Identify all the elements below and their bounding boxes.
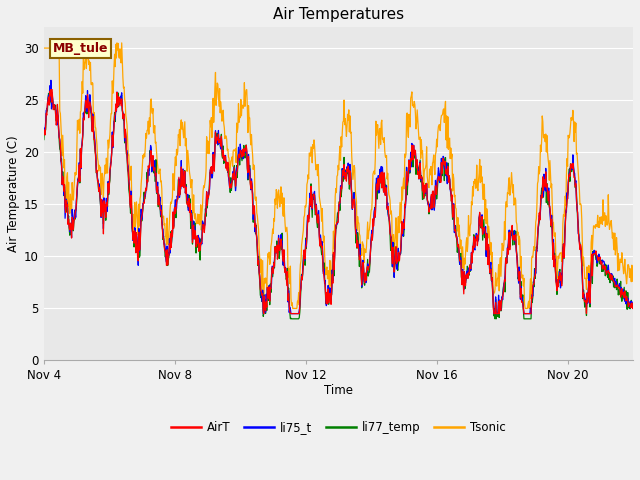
Y-axis label: Air Temperature (C): Air Temperature (C) (7, 135, 20, 252)
Text: MB_tule: MB_tule (52, 42, 108, 55)
Title: Air Temperatures: Air Temperatures (273, 7, 404, 22)
X-axis label: Time: Time (324, 384, 353, 397)
Legend: AirT, li75_t, li77_temp, Tsonic: AirT, li75_t, li77_temp, Tsonic (166, 416, 510, 439)
